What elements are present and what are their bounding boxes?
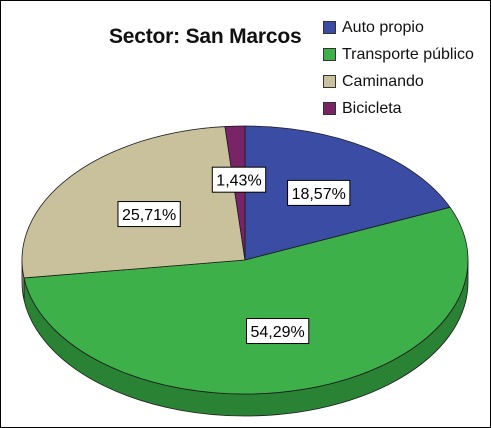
legend-label-caminando: Caminando [342,72,424,90]
legend-swatch-bicicleta [323,102,336,115]
data-label-auto-propio: 18,57% [287,179,351,206]
data-label-box-transporte-publico [245,318,310,345]
legend-swatch-auto-propio [323,21,336,34]
data-label-transporte-publico: 54,29% [245,318,310,345]
data-label-caminando: 25,71% [117,201,181,228]
legend-label-auto-propio: Auto propio [342,18,424,36]
legend-item-bicicleta: Bicicleta [323,95,474,122]
data-label-text-bicicleta: 1,43% [216,173,261,190]
legend-item-auto-propio: Auto propio [323,14,474,41]
legend: Auto propio Transporte público Caminando… [323,14,474,122]
data-label-text-caminando: 25,71% [122,207,176,224]
chart-title: Sector: San Marcos [109,25,302,48]
legend-swatch-caminando [323,75,336,88]
data-label-box-bicicleta [211,166,267,193]
pie-data-labels: 18,57% 54,29% 25,71% 1,43% [117,166,351,345]
data-label-text-transporte-publico: 54,29% [250,324,304,341]
pie-slice-transporte-publico [23,206,469,395]
legend-item-caminando: Caminando [323,68,474,95]
data-label-bicicleta: 1,43% [211,166,267,193]
pie-slice-bicicleta [224,125,246,261]
data-label-text-auto-propio: 18,57% [292,186,346,203]
pie-slices [21,125,469,395]
data-label-box-caminando [117,201,181,228]
data-label-box-auto-propio [287,179,351,206]
legend-label-bicicleta: Bicicleta [342,99,402,117]
legend-label-transporte-publico: Transporte público [342,45,474,63]
legend-swatch-transporte-publico [323,48,336,61]
legend-item-transporte-publico: Transporte público [323,41,474,68]
